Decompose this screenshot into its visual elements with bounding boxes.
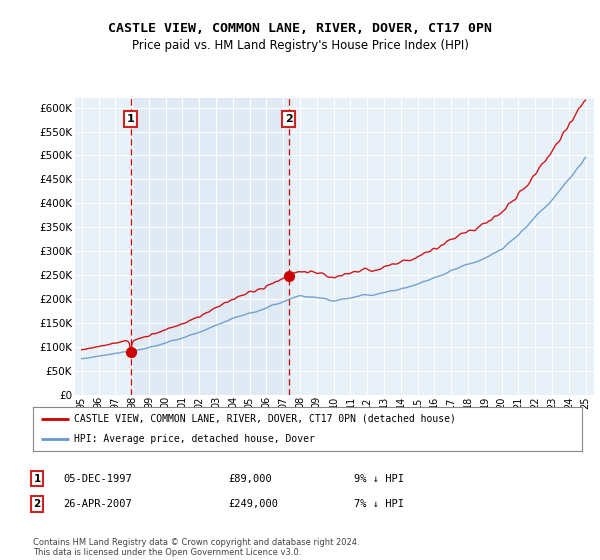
Text: Contains HM Land Registry data © Crown copyright and database right 2024.
This d: Contains HM Land Registry data © Crown c… [33, 538, 359, 557]
Text: HPI: Average price, detached house, Dover: HPI: Average price, detached house, Dove… [74, 434, 315, 444]
Text: 2: 2 [34, 499, 41, 509]
Text: Price paid vs. HM Land Registry's House Price Index (HPI): Price paid vs. HM Land Registry's House … [131, 39, 469, 52]
Text: £89,000: £89,000 [228, 474, 272, 484]
Text: 7% ↓ HPI: 7% ↓ HPI [354, 499, 404, 509]
Text: 26-APR-2007: 26-APR-2007 [63, 499, 132, 509]
Point [126, 348, 136, 357]
Text: 1: 1 [127, 114, 134, 124]
Text: 2: 2 [285, 114, 293, 124]
Text: 05-DEC-1997: 05-DEC-1997 [63, 474, 132, 484]
Text: CASTLE VIEW, COMMON LANE, RIVER, DOVER, CT17 0PN (detached house): CASTLE VIEW, COMMON LANE, RIVER, DOVER, … [74, 414, 456, 424]
Text: CASTLE VIEW, COMMON LANE, RIVER, DOVER, CT17 0PN: CASTLE VIEW, COMMON LANE, RIVER, DOVER, … [108, 22, 492, 35]
Text: 1: 1 [34, 474, 41, 484]
Point [284, 271, 293, 280]
Text: 9% ↓ HPI: 9% ↓ HPI [354, 474, 404, 484]
Text: £249,000: £249,000 [228, 499, 278, 509]
Bar [131, 98, 289, 395]
